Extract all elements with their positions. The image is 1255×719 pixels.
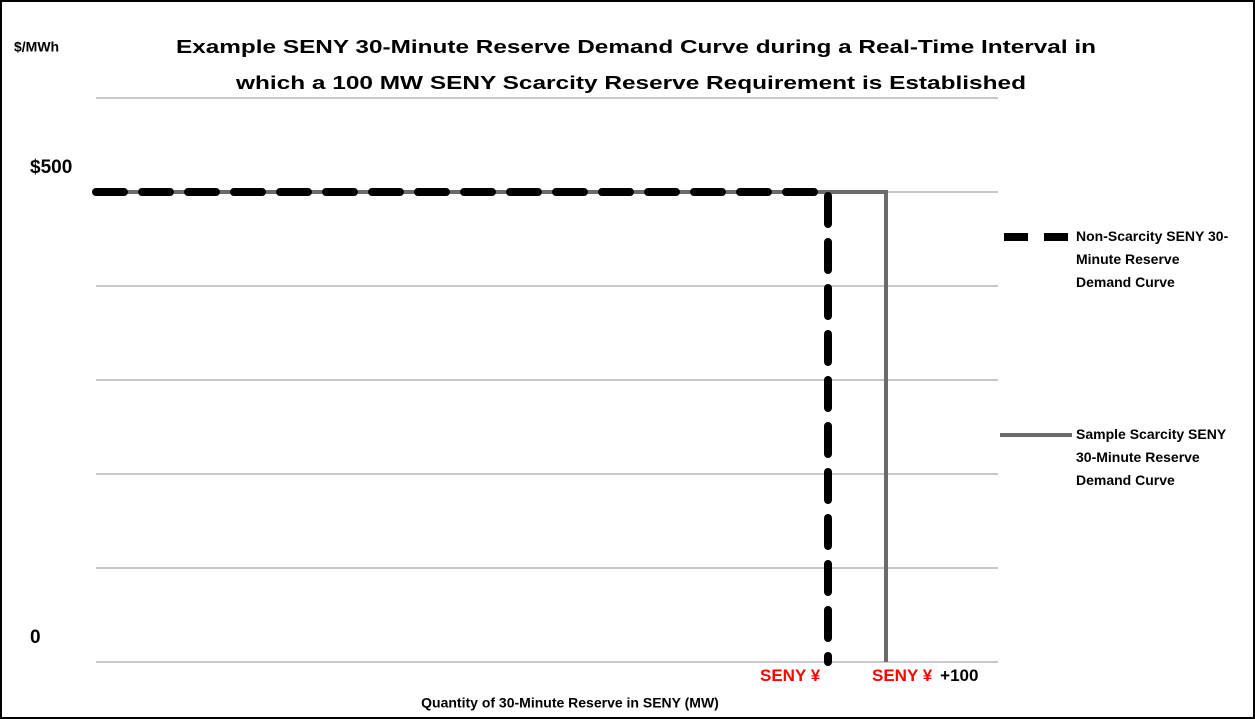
series-line [96, 190, 888, 662]
x-tick-label: SENY ¥ [760, 666, 821, 685]
x-tick-label-part: SENY ¥ [872, 666, 933, 685]
x-tick-label: SENY ¥ +100 [872, 666, 978, 685]
x-tick-label-part: +100 [940, 666, 978, 685]
y-tick-label: $500 [30, 157, 72, 178]
chart-title: Example SENY 30-Minute Reserve Demand Cu… [176, 37, 1096, 57]
x-tick-label-part: SENY ¥ [760, 666, 821, 685]
y-axis-label: $/MWh [14, 39, 59, 55]
series-line [92, 188, 832, 666]
legend-label: Sample Scarcity SENY 30-Minute Reserve D… [1076, 426, 1226, 488]
chart-title: which a 100 MW SENY Scarcity Reserve Req… [235, 73, 1026, 93]
legend-label: Non-Scarcity SENY 30-Minute Reserve Dema… [1076, 228, 1229, 290]
x-axis-label: Quantity of 30-Minute Reserve in SENY (M… [421, 695, 719, 711]
y-tick-label: 0 [30, 627, 41, 648]
